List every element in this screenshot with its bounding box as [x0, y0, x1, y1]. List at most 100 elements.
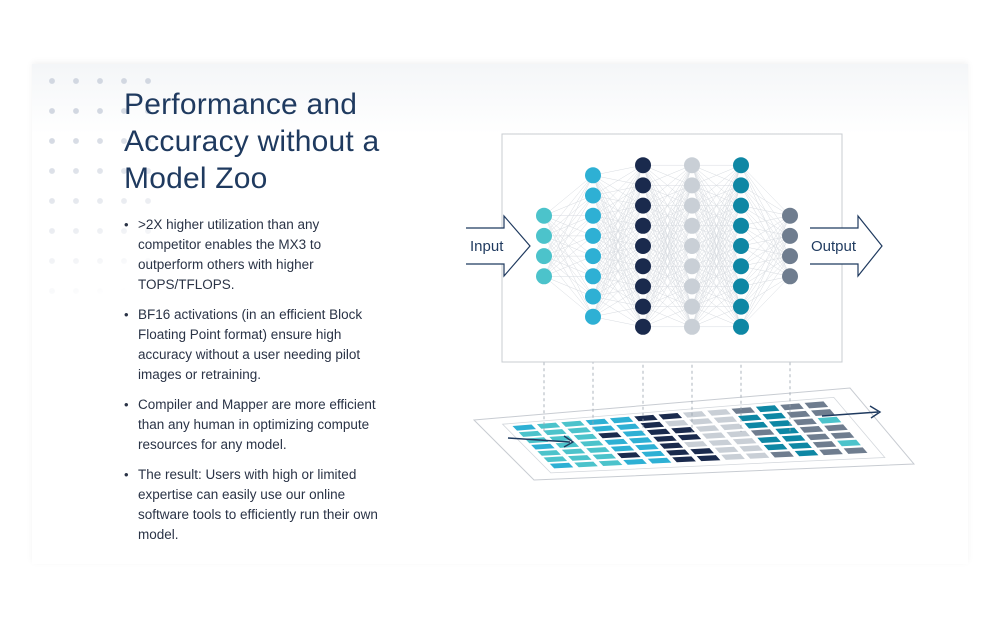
bullet-icon: •: [124, 467, 129, 482]
network-node: [635, 197, 651, 214]
network-connection: [740, 205, 791, 216]
grid-cell: [690, 448, 714, 455]
network-connection: [592, 164, 644, 176]
grid-cell: [586, 447, 610, 453]
network-node: [733, 238, 749, 254]
grid-cell: [775, 427, 799, 435]
feature-list: • >2X higher utilization than any compet…: [124, 215, 414, 545]
input-label: Input: [470, 238, 504, 255]
network-node: [733, 298, 749, 315]
grid-cell: [770, 451, 794, 458]
grid-cell: [788, 442, 812, 449]
grid-cell: [537, 450, 561, 456]
network-node: [684, 258, 700, 275]
feature-line: Floating Point format) ensure high: [138, 327, 342, 342]
grid-flow-arrows: [507, 405, 882, 448]
grid-cell: [755, 405, 780, 413]
network-connection: [691, 286, 742, 327]
feature-line: than any human in optimizing compute: [138, 417, 370, 432]
grid-cell: [512, 424, 536, 431]
network-connection: [691, 205, 742, 327]
grid-cell: [543, 456, 568, 463]
grid-cell: [653, 435, 677, 442]
network-node: [684, 157, 700, 174]
network-node: [585, 167, 601, 184]
grid-cell: [780, 403, 804, 411]
network-connection: [592, 164, 644, 196]
page-title: Performance and Accuracy without a Model…: [124, 86, 414, 197]
network-connection: [543, 215, 594, 277]
network-node: [684, 177, 700, 194]
network-connection: [740, 215, 791, 287]
network-node: [536, 248, 552, 265]
network-node: [733, 217, 749, 234]
network-connection: [642, 165, 693, 307]
network-node: [536, 227, 552, 244]
feature-line: outperform others with higher: [138, 257, 314, 272]
feature-line: The result: Users with high or limited: [138, 467, 357, 482]
network-connection: [592, 165, 644, 237]
network-connection: [642, 266, 693, 327]
network-node: [733, 318, 749, 335]
grid-arrow-left-head-icon: [563, 435, 575, 448]
grid-cell: [623, 459, 647, 465]
title-line-1: Performance and: [124, 88, 358, 121]
network-node: [733, 177, 749, 194]
grid-cell: [786, 410, 811, 418]
grid-cell: [824, 424, 848, 432]
grid-cell: [702, 432, 726, 439]
network-connection: [592, 165, 644, 257]
network-connection: [740, 215, 791, 327]
network-connection: [543, 276, 594, 317]
network-connection: [592, 165, 644, 216]
network-connection: [691, 165, 742, 226]
grid-cell: [750, 429, 775, 436]
grid-cell: [635, 444, 659, 451]
grid-cell: [713, 416, 738, 423]
network-connections: [543, 164, 791, 328]
network-connection: [543, 175, 594, 277]
grid-cell: [714, 446, 739, 453]
grid-cell: [549, 462, 574, 469]
network-connection: [740, 215, 791, 247]
network-node: [585, 248, 601, 265]
grid-cell: [811, 409, 835, 416]
network-connection: [543, 255, 594, 277]
grid-cell: [684, 441, 708, 448]
network-connection: [740, 235, 791, 327]
grid-cell: [658, 413, 683, 420]
feature-item-utilization: • >2X higher utilization than any compet…: [124, 215, 414, 295]
network-connection: [642, 245, 693, 327]
grid-cell: [568, 455, 592, 461]
grid-cell: [518, 430, 543, 437]
network-connection: [642, 165, 693, 247]
grid-cell: [708, 439, 733, 446]
network-node: [635, 157, 651, 174]
grid-cell: [549, 435, 573, 442]
grid-cell: [573, 433, 598, 440]
network-node: [635, 318, 651, 335]
grid-cell: [806, 433, 830, 441]
network-node: [635, 217, 651, 234]
network-connection: [691, 245, 742, 327]
network-connection: [592, 245, 644, 317]
network-connection: [543, 195, 594, 277]
grid-inner-frame: [501, 396, 886, 474]
grid-cell: [616, 452, 641, 459]
feature-line: software tools to efficiently run their …: [138, 507, 378, 522]
grid-cell: [671, 427, 695, 434]
network-node: [536, 268, 552, 285]
network-frame: [501, 133, 843, 363]
compute-grid: [472, 387, 916, 481]
neural-network-diagram: Input Output: [466, 133, 916, 481]
output-label: Output: [811, 238, 857, 255]
network-connection: [691, 165, 742, 307]
network-connection: [691, 164, 742, 186]
network-connection: [691, 165, 742, 206]
network-node: [684, 217, 700, 234]
network-connection: [740, 215, 791, 267]
feature-item-bf16: • BF16 activations (in an efficient Bloc…: [124, 305, 414, 385]
feature-line: TOPS/TFLOPS.: [138, 277, 235, 292]
feature-item-compiler: • Compiler and Mapper are more efficient…: [124, 395, 414, 455]
network-connection: [642, 286, 693, 327]
